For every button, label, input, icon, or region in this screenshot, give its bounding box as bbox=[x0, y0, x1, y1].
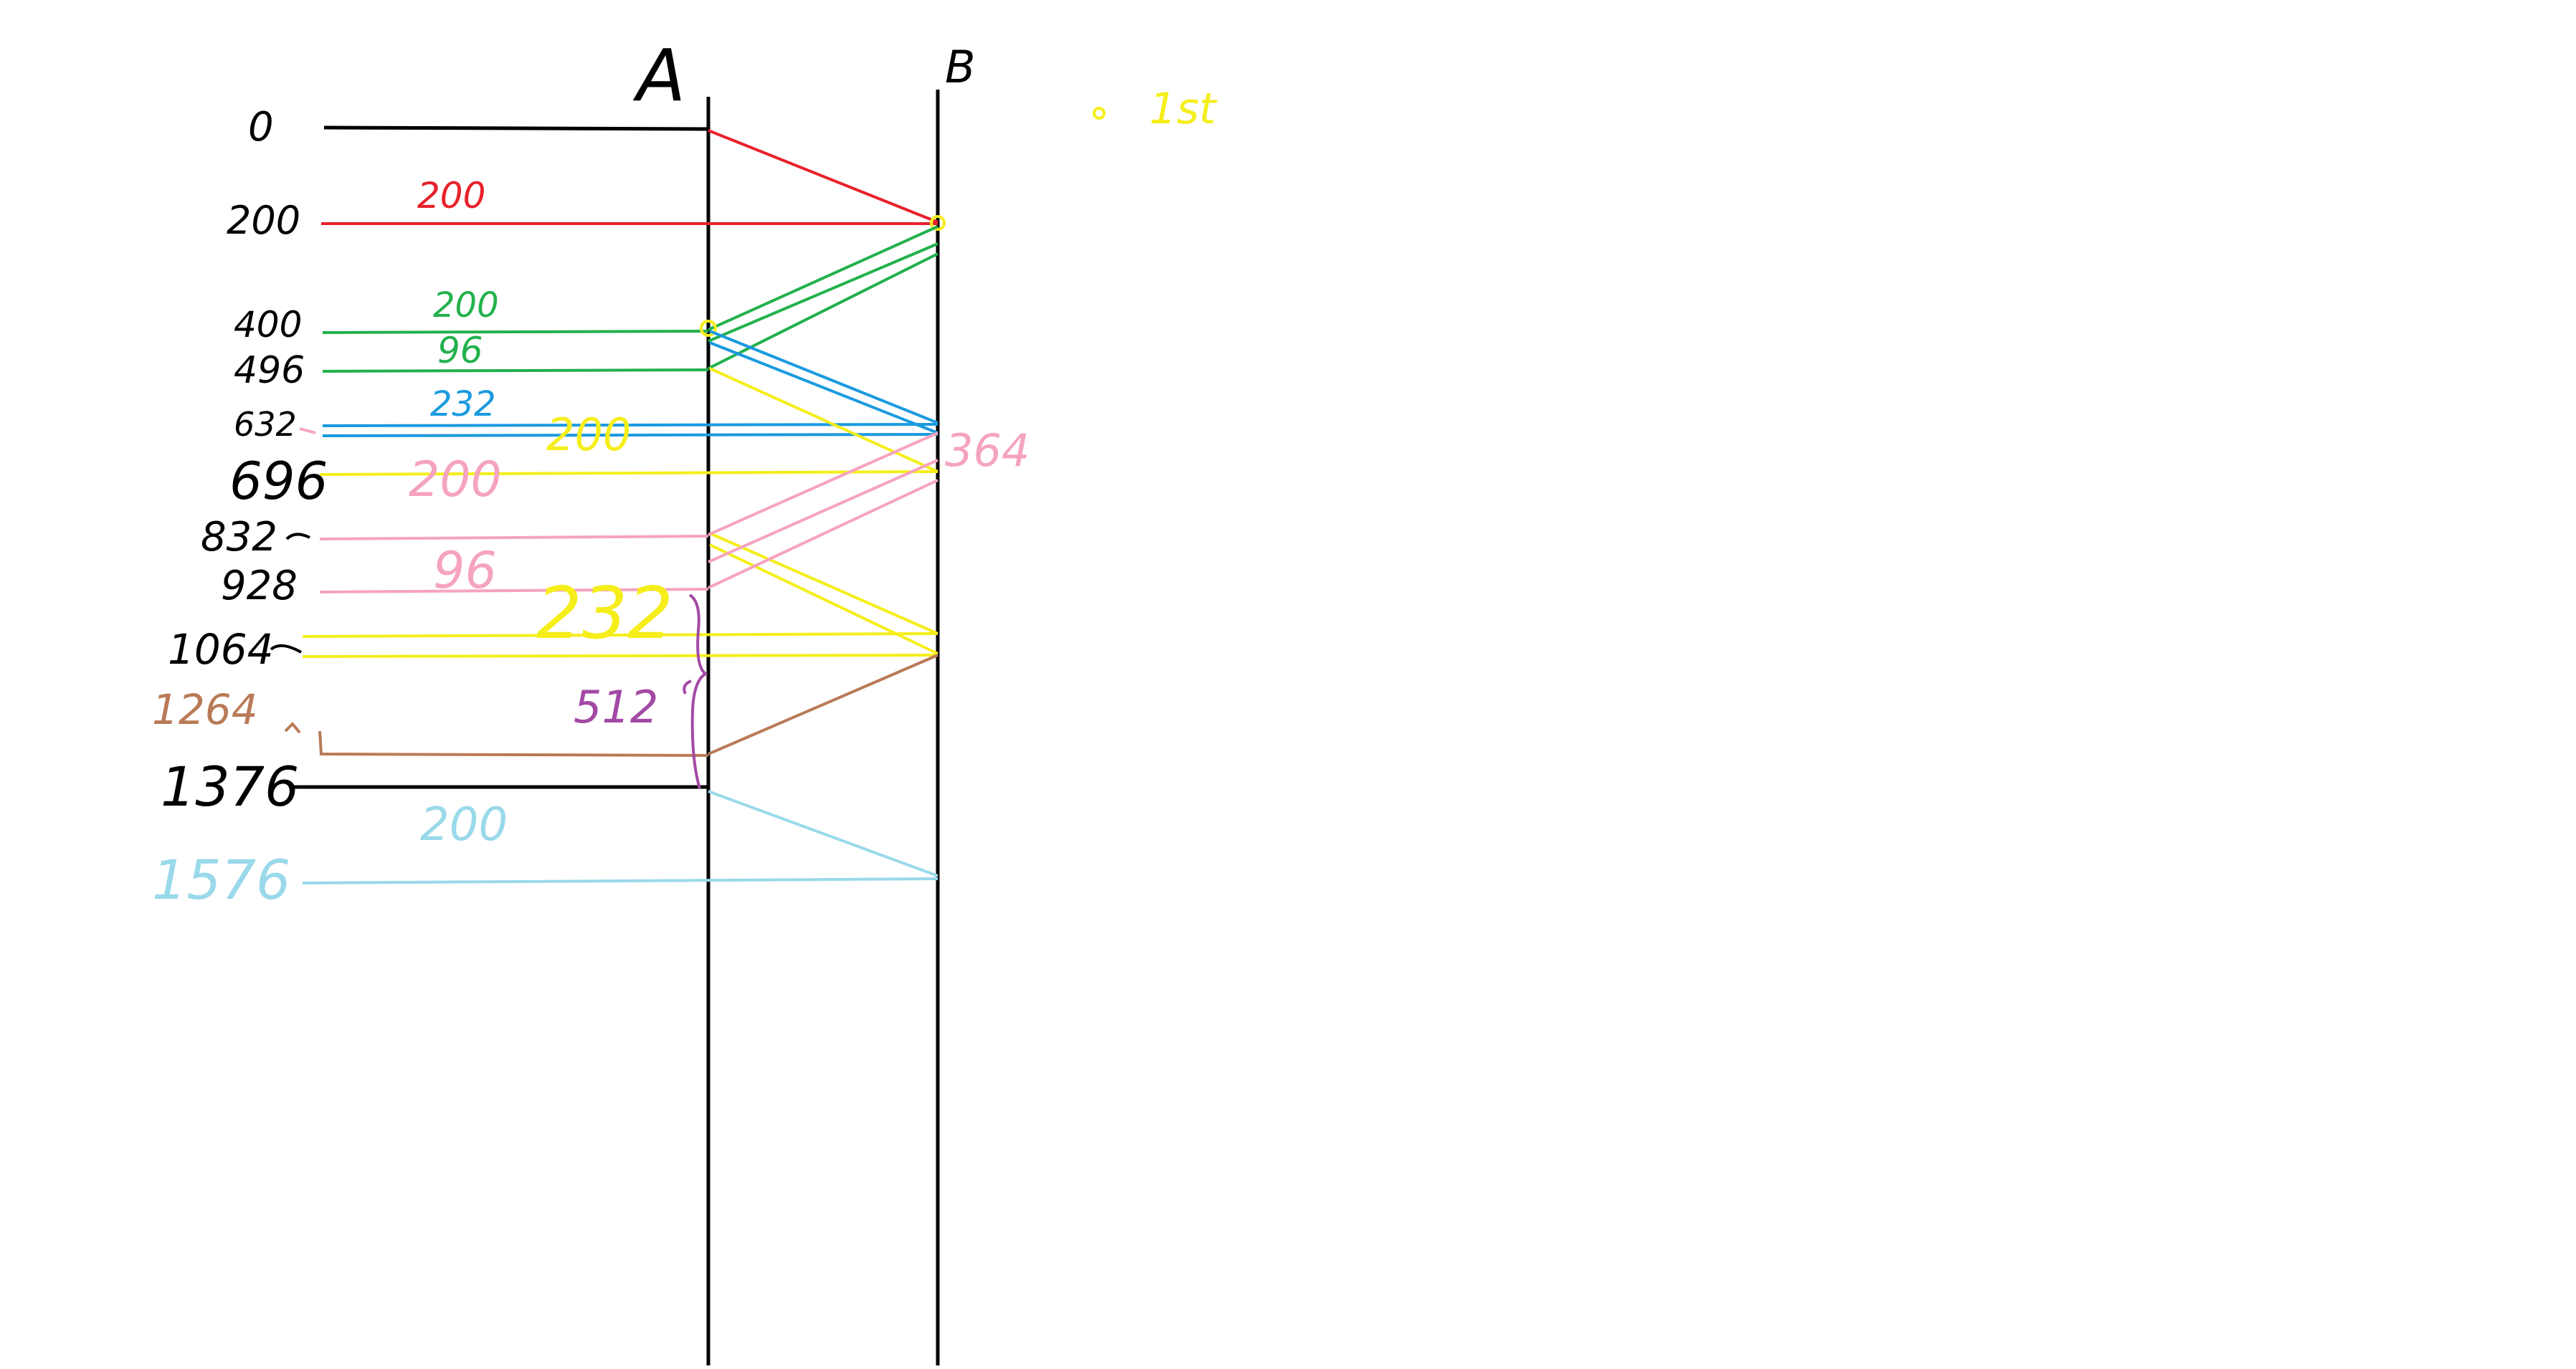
time-label-1264: 1264 bbox=[152, 685, 258, 734]
green-line-496 bbox=[322, 368, 709, 373]
blue-diagonal-1 bbox=[709, 330, 938, 424]
green-line-400 bbox=[322, 330, 709, 334]
pink-diagonal-1 bbox=[708, 431, 938, 536]
segment-label-yellow-232: 232 bbox=[536, 571, 673, 655]
brown-diagonal bbox=[708, 654, 938, 755]
time-label-200: 200 bbox=[227, 198, 300, 243]
pink-line-928 bbox=[319, 588, 709, 593]
blue-line-632b bbox=[322, 433, 938, 437]
segment-label-red-200: 200 bbox=[417, 175, 485, 216]
segment-label-pink-364: 364 bbox=[945, 424, 1030, 477]
yellow-diagonal-1 bbox=[709, 367, 938, 473]
time-label-1376: 1376 bbox=[161, 755, 299, 819]
time-label-832: 832 bbox=[201, 514, 277, 561]
segment-label-yellow-200: 200 bbox=[546, 409, 631, 461]
yellow-line-1064a bbox=[302, 632, 938, 638]
yellow-diagonal-3 bbox=[709, 543, 938, 655]
pink-line-832 bbox=[319, 535, 709, 540]
marker-a-400 bbox=[700, 320, 717, 337]
legend-label: 1st bbox=[1149, 84, 1217, 134]
axis-a-label: A bbox=[632, 34, 685, 118]
arrow-632 bbox=[299, 427, 316, 434]
segment-label-pink-200: 200 bbox=[409, 452, 502, 508]
time-label-496: 496 bbox=[234, 349, 305, 392]
skyblue-diagonal bbox=[708, 790, 938, 877]
axis-b-label: B bbox=[945, 41, 976, 93]
skyblue-line-1576 bbox=[302, 877, 938, 884]
yellow-diagonal-2 bbox=[709, 532, 938, 635]
arrow-832 bbox=[285, 533, 310, 540]
blue-diagonal-2 bbox=[709, 341, 938, 434]
green-diagonal-1 bbox=[708, 225, 938, 331]
green-diagonal-2 bbox=[708, 242, 938, 343]
time-label-1064: 1064 bbox=[168, 625, 274, 674]
red-diagonal bbox=[708, 129, 938, 224]
brown-arrow bbox=[284, 722, 301, 734]
time-label-400: 400 bbox=[234, 304, 302, 345]
yellow-line-696 bbox=[319, 470, 938, 476]
time-label-632: 632 bbox=[234, 405, 297, 444]
time-label-1576: 1576 bbox=[152, 848, 290, 912]
segment-label-green-96: 96 bbox=[437, 330, 483, 371]
segment-label-skyblue-200: 200 bbox=[420, 798, 508, 852]
pink-diagonal-3 bbox=[708, 479, 938, 589]
yellow-line-1064b bbox=[302, 654, 938, 658]
arrow-1064 bbox=[270, 644, 302, 654]
purple-brace bbox=[688, 593, 708, 789]
segment-label-green-200: 200 bbox=[433, 285, 499, 325]
time-label-928: 928 bbox=[221, 563, 298, 609]
segment-label-pink-96: 96 bbox=[433, 541, 497, 600]
segment-label-blue-232: 232 bbox=[430, 384, 496, 424]
purple-brace-small bbox=[683, 679, 692, 695]
time-label-696: 696 bbox=[229, 451, 328, 511]
green-diagonal-3 bbox=[708, 252, 938, 370]
marker-b-200 bbox=[930, 215, 946, 231]
pink-diagonal-2 bbox=[708, 459, 938, 563]
legend-marker bbox=[1093, 107, 1106, 120]
time-label-0: 0 bbox=[248, 104, 274, 151]
segment-label-purple-512: 512 bbox=[574, 681, 658, 733]
black-line-0 bbox=[323, 125, 709, 131]
brown-line-1264 bbox=[318, 730, 709, 757]
